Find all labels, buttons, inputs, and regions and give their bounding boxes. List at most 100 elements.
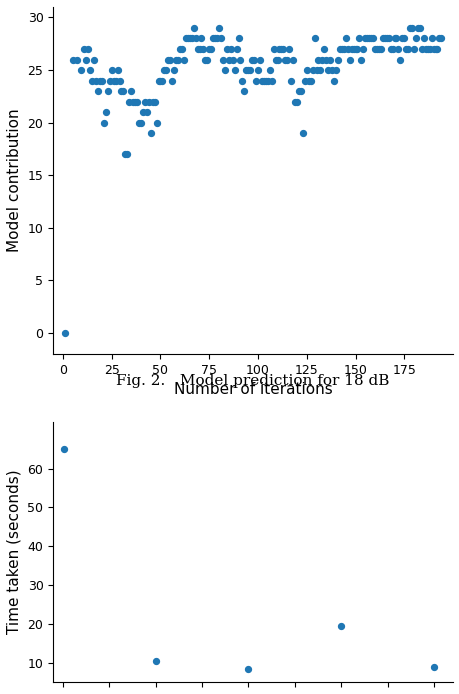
- Point: [349, 44, 357, 55]
- Point: [139, 106, 146, 117]
- Text: Fig. 2.   Model prediction for 18 dB: Fig. 2. Model prediction for 18 dB: [116, 374, 389, 388]
- Point: [81, 44, 88, 55]
- Point: [211, 33, 218, 44]
- Point: [86, 65, 94, 76]
- Point: [257, 75, 265, 86]
- Point: [388, 44, 395, 55]
- Point: [182, 33, 189, 44]
- Point: [275, 44, 283, 55]
- Point: [235, 33, 242, 44]
- Point: [196, 44, 203, 55]
- Point: [318, 54, 325, 65]
- Point: [116, 75, 123, 86]
- X-axis label: Number of iterations: Number of iterations: [174, 382, 332, 397]
- Point: [244, 663, 252, 674]
- Point: [271, 54, 279, 65]
- Point: [73, 54, 80, 65]
- Point: [207, 44, 214, 55]
- Point: [363, 33, 370, 44]
- Point: [386, 44, 393, 55]
- Point: [61, 443, 68, 455]
- Point: [310, 33, 318, 44]
- Point: [332, 65, 339, 76]
- Point: [254, 65, 261, 76]
- Point: [152, 117, 160, 128]
- Point: [205, 44, 213, 55]
- Point: [337, 44, 345, 55]
- Point: [229, 54, 236, 65]
- Point: [224, 54, 232, 65]
- Point: [151, 655, 159, 666]
- Point: [382, 33, 390, 44]
- Point: [158, 75, 166, 86]
- Point: [281, 54, 288, 65]
- Point: [246, 65, 253, 76]
- Point: [347, 44, 354, 55]
- Point: [114, 65, 121, 76]
- Point: [221, 65, 228, 76]
- Point: [180, 54, 187, 65]
- Point: [295, 85, 302, 96]
- Point: [92, 75, 100, 86]
- Point: [326, 54, 333, 65]
- Point: [359, 44, 366, 55]
- Point: [77, 65, 84, 76]
- Point: [248, 54, 255, 65]
- Point: [123, 149, 131, 160]
- Point: [141, 96, 148, 107]
- Point: [96, 75, 103, 86]
- Point: [400, 33, 407, 44]
- Point: [414, 22, 421, 33]
- Point: [131, 96, 139, 107]
- Point: [223, 44, 230, 55]
- Point: [423, 44, 431, 55]
- Point: [314, 54, 321, 65]
- Point: [149, 96, 156, 107]
- Point: [213, 33, 220, 44]
- Point: [118, 85, 125, 96]
- Point: [322, 54, 329, 65]
- Point: [334, 54, 341, 65]
- Point: [330, 75, 337, 86]
- Point: [291, 96, 298, 107]
- Point: [365, 33, 372, 44]
- Point: [415, 22, 423, 33]
- Point: [157, 75, 164, 86]
- Point: [361, 33, 368, 44]
- Point: [378, 33, 386, 44]
- Point: [403, 44, 411, 55]
- Point: [135, 117, 142, 128]
- Point: [217, 33, 224, 44]
- Point: [402, 44, 409, 55]
- Point: [355, 33, 362, 44]
- Point: [178, 44, 185, 55]
- Point: [312, 65, 319, 76]
- Point: [392, 33, 399, 44]
- Point: [172, 54, 179, 65]
- Point: [369, 33, 376, 44]
- Point: [375, 44, 382, 55]
- Point: [427, 33, 434, 44]
- Point: [320, 44, 327, 55]
- Point: [104, 85, 111, 96]
- Point: [394, 44, 401, 55]
- Point: [351, 44, 358, 55]
- Point: [129, 96, 137, 107]
- Point: [269, 44, 277, 55]
- Point: [147, 128, 154, 139]
- Point: [324, 65, 331, 76]
- Point: [285, 44, 292, 55]
- Point: [90, 54, 98, 65]
- Point: [164, 54, 172, 65]
- Point: [106, 75, 113, 86]
- Point: [293, 96, 300, 107]
- Point: [256, 54, 263, 65]
- Point: [268, 75, 275, 86]
- Point: [176, 44, 183, 55]
- Point: [84, 44, 92, 55]
- Point: [137, 117, 145, 128]
- Point: [102, 106, 109, 117]
- Point: [263, 75, 271, 86]
- Point: [289, 54, 296, 65]
- Point: [408, 22, 415, 33]
